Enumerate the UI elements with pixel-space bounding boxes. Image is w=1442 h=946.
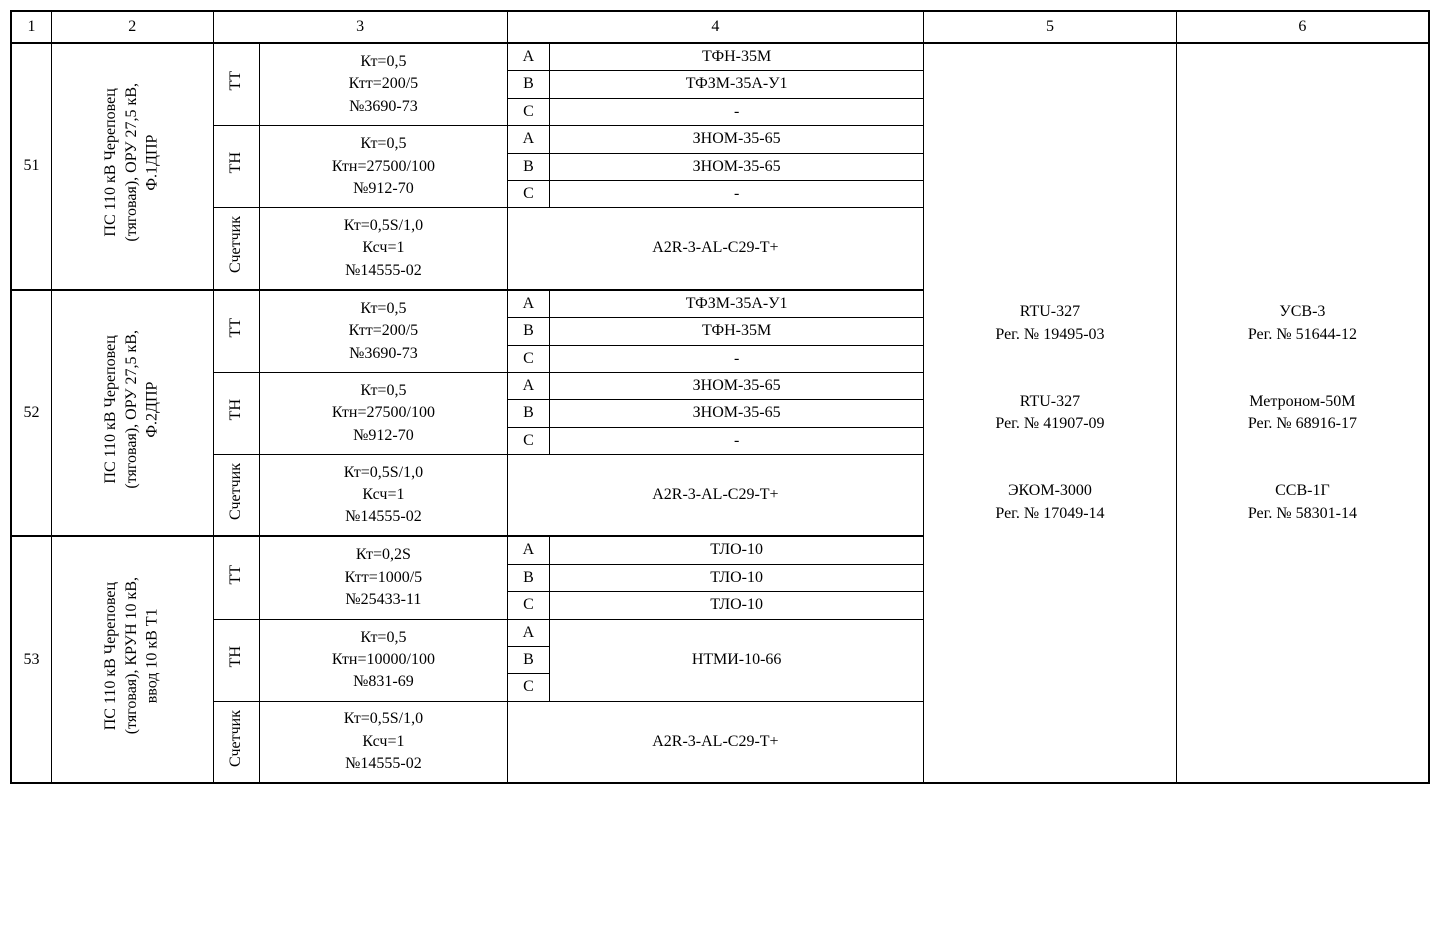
row-num: 53: [11, 536, 51, 783]
block-params: Кт=0,5Ктт=200/5№3690-73: [260, 290, 508, 373]
phase-value: ТФН-35М: [550, 318, 924, 345]
block-params: Кт=0,2SКтт=1000/5№25433-11: [260, 536, 508, 619]
phase-label: A: [507, 619, 549, 646]
phase-label: C: [507, 592, 549, 619]
hdr-4: 4: [507, 11, 923, 43]
block-params: Кт=0,5Ктн=10000/100№831-69: [260, 619, 508, 701]
combined-value: A2R-3-AL-C29-T+: [507, 701, 923, 783]
phase-label: B: [507, 71, 549, 98]
block-params: Кт=0,5S/1,0Ксч=1№14555-02: [260, 701, 508, 783]
hdr-2: 2: [51, 11, 213, 43]
phase-label: B: [507, 153, 549, 180]
hdr-1: 1: [11, 11, 51, 43]
hdr-6: 6: [1176, 11, 1429, 43]
combined-value: A2R-3-AL-C29-T+: [507, 208, 923, 290]
col6-content: УСВ-3Рег. № 51644-12Метроном-50МРег. № 6…: [1176, 43, 1429, 783]
phase-value: -: [550, 98, 924, 125]
phase-label: C: [507, 674, 549, 701]
phase-value: ТЛО-10: [550, 564, 924, 591]
combined-value: A2R-3-AL-C29-T+: [507, 455, 923, 537]
phase-label: A: [507, 43, 549, 71]
phase-value: ЗНОМ-35-65: [550, 126, 924, 153]
phase-value: ЗНОМ-35-65: [550, 400, 924, 427]
phase-label: A: [507, 126, 549, 153]
phase-label: A: [507, 372, 549, 399]
phase-label: A: [507, 536, 549, 564]
row-num: 52: [11, 290, 51, 537]
block-params: Кт=0,5Ктн=27500/100№912-70: [260, 126, 508, 208]
phase-value: ЗНОМ-35-65: [550, 372, 924, 399]
phase-value: -: [550, 180, 924, 207]
phase-value: -: [550, 345, 924, 372]
row-desc: ПС 110 кВ Череповец(тяговая), ОРУ 27,5 к…: [51, 43, 213, 290]
block-label: ТН: [213, 372, 259, 454]
block-label: ТН: [213, 126, 259, 208]
block-label: ТТ: [213, 290, 259, 373]
block-label: ТТ: [213, 536, 259, 619]
block-params: Кт=0,5Ктт=200/5№3690-73: [260, 43, 508, 126]
block-label: Счетчик: [213, 455, 259, 537]
phase-label: C: [507, 345, 549, 372]
phase-label: A: [507, 290, 549, 318]
row-num: 51: [11, 43, 51, 290]
equipment-table: 1 2 3 4 5 6 51 ПС 110 кВ Череповец(тягов…: [10, 10, 1430, 784]
phase-value: ТФЗМ-35А-У1: [550, 290, 924, 318]
phase-value: ТЛО-10: [550, 536, 924, 564]
row-desc: ПС 110 кВ Череповец(тяговая), ОРУ 27,5 к…: [51, 290, 213, 537]
phase-value: ТФЗМ-35А-У1: [550, 71, 924, 98]
phase-value: ТФН-35М: [550, 43, 924, 71]
block-label: Счетчик: [213, 701, 259, 783]
phase-value: -: [550, 427, 924, 454]
phase-label: C: [507, 98, 549, 125]
block-label: Счетчик: [213, 208, 259, 290]
phase-label: B: [507, 647, 549, 674]
row-desc: ПС 110 кВ Череповец(тяговая), КРУН 10 кВ…: [51, 536, 213, 783]
phase-label: B: [507, 564, 549, 591]
phase-value: ЗНОМ-35-65: [550, 153, 924, 180]
phase-value: ТЛО-10: [550, 592, 924, 619]
phase-label: B: [507, 400, 549, 427]
block-label: ТТ: [213, 43, 259, 126]
hdr-3: 3: [213, 11, 507, 43]
phase-label: C: [507, 180, 549, 207]
hdr-5: 5: [924, 11, 1177, 43]
block-label: ТН: [213, 619, 259, 701]
phase-label: C: [507, 427, 549, 454]
block-params: Кт=0,5S/1,0Ксч=1№14555-02: [260, 208, 508, 290]
block-params: Кт=0,5S/1,0Ксч=1№14555-02: [260, 455, 508, 537]
phase-label: B: [507, 318, 549, 345]
block-params: Кт=0,5Ктн=27500/100№912-70: [260, 372, 508, 454]
phase-value: НТМИ-10-66: [550, 619, 924, 701]
col5-content: RTU-327Рег. № 19495-03RTU-327Рег. № 4190…: [924, 43, 1177, 783]
